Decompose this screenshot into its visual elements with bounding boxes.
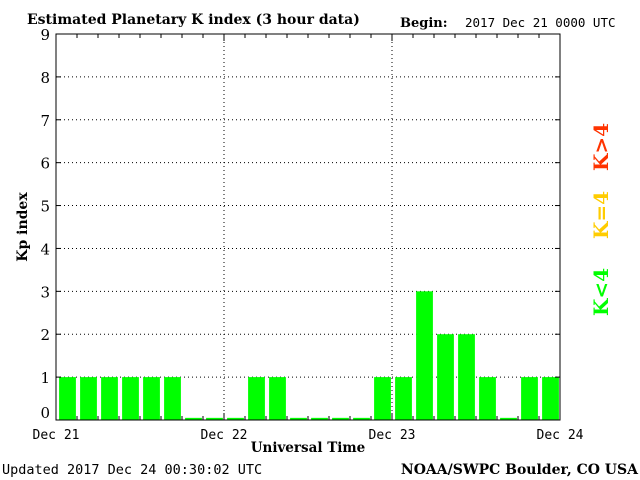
chart-title: Estimated Planetary K index (3 hour data… [27, 12, 360, 28]
kp-bar [101, 377, 118, 420]
begin-value: 2017 Dec 21 0000 UTC [465, 15, 616, 30]
kp-bar [164, 377, 181, 420]
kp-bar [269, 377, 286, 420]
kp-bar [521, 377, 538, 420]
y-tick-label: 6 [40, 155, 50, 173]
begin-label: Begin: [400, 16, 448, 31]
legend-k-less-4: K<4 [589, 268, 613, 316]
grid-lines [56, 34, 560, 420]
y-tick-label: 7 [40, 112, 50, 130]
kp-bar [185, 417, 202, 420]
kp-bar [248, 377, 265, 420]
y-axis-ticks: 0 1 2 3 4 5 6 7 8 9 [40, 26, 560, 422]
kp-bar [206, 417, 223, 420]
kp-bar [80, 377, 97, 420]
kp-bar [500, 417, 517, 420]
kp-bar [479, 377, 496, 420]
kp-bar [416, 291, 433, 420]
y-tick-label: 0 [40, 404, 50, 422]
y-tick-label: 2 [40, 326, 50, 344]
x-tick-label: Dec 21 [33, 428, 80, 443]
kp-bar [437, 334, 454, 420]
x-tick-label: Dec 22 [201, 428, 248, 443]
kp-bar [395, 377, 412, 420]
kp-bar [542, 377, 559, 420]
kp-bar [332, 417, 349, 420]
kp-bar [374, 377, 391, 420]
y-tick-label: 9 [40, 26, 50, 44]
kp-bar [122, 377, 139, 420]
plot-frame [55, 33, 561, 421]
kp-bar [458, 334, 475, 420]
kp-bar [290, 417, 307, 420]
kp-bar [227, 417, 244, 420]
kp-bar [59, 377, 76, 420]
y-tick-label: 3 [40, 283, 50, 301]
bars [59, 291, 559, 420]
x-tick-label: Dec 24 [537, 428, 584, 443]
credit-text: NOAA/SWPC Boulder, CO USA [401, 462, 639, 478]
x-axis-label: Universal Time [251, 440, 366, 456]
legend-k-equal-4: K=4 [589, 191, 613, 239]
kp-bar [353, 417, 370, 420]
kp-bar [143, 377, 160, 420]
y-tick-label: 1 [40, 369, 50, 387]
x-axis-ticks: Dec 21 Dec 22 Dec 23 Dec 24 [33, 34, 584, 443]
y-axis-label: Kp index [15, 192, 31, 262]
legend-k-greater-4: K>4 [589, 123, 613, 171]
y-tick-label: 4 [40, 240, 50, 258]
kp-bar [311, 417, 328, 420]
x-tick-label: Dec 23 [369, 428, 416, 443]
y-tick-label: 5 [40, 198, 50, 216]
updated-text: Updated 2017 Dec 24 00:30:02 UTC [2, 462, 262, 478]
y-tick-label: 8 [40, 69, 50, 87]
